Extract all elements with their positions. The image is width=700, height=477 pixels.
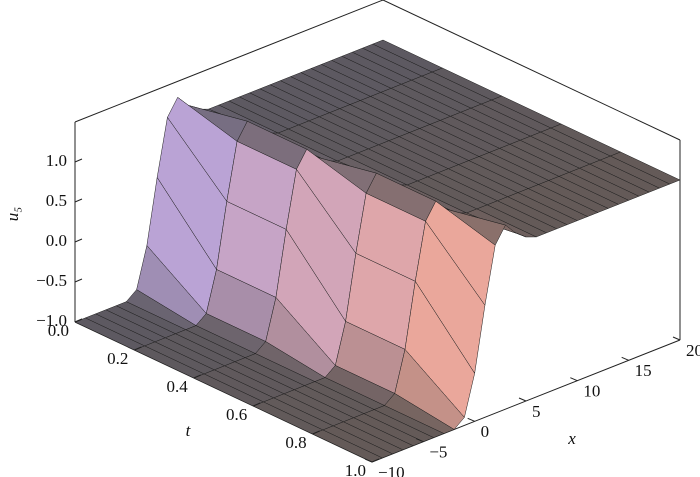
x-tick [518,397,527,402]
x-tick [672,336,681,341]
x-tick [467,417,475,422]
t-tick [253,402,261,407]
z-tick-label: 0.0 [46,231,67,250]
box-edge [74,0,384,123]
t-tick [371,458,380,463]
x-tick [364,458,373,463]
t-tick [312,430,320,435]
t-axis-label: t [186,421,192,440]
axes: −1.0 −0.5 0.0 0.5 1.0 0.0 0.2 0.4 0.6 0.8 1.0 −10 −5… [36,151,700,477]
z-tick-label: 0.5 [46,191,67,210]
x-tick-label: 10 [583,382,600,401]
x-tick-label: −5 [429,443,447,462]
x-axis-label: x [567,429,576,448]
t-tick-label: 0.0 [48,321,69,340]
x-tick [416,438,424,443]
t-tick-label: 0.4 [167,377,189,396]
t-tick-label: 0.6 [226,405,247,424]
z-tick-label: −1.0 [36,311,67,330]
t-tick [134,346,142,351]
x-tick-label: 15 [635,361,652,380]
z-tick [74,158,83,163]
x-tick-label: 20 [686,341,700,360]
x-tick-label: 5 [532,402,541,421]
x-tick [621,356,629,361]
surface [74,39,681,463]
z-tick-label: −0.5 [36,271,67,290]
z-tick [74,278,83,283]
x-tick-label: −10 [378,463,405,477]
t-tick-label: 1.0 [345,461,366,477]
t-tick [74,318,83,323]
z-tick-label: 1.0 [46,151,67,170]
t-tick-label: 0.8 [285,433,306,452]
t-tick-label: 0.2 [107,349,128,368]
z-axis-label: u₅ [3,207,22,222]
x-tick-label: 0 [481,422,490,441]
z-tick [74,238,83,243]
box-edge [382,0,681,141]
z-tick [74,198,83,203]
t-tick [193,374,201,379]
x-tick [570,377,578,382]
